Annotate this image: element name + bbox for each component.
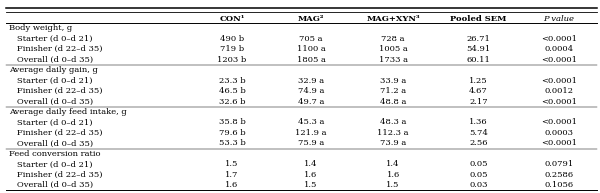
Text: Finisher (d 22–d 35): Finisher (d 22–d 35)	[9, 129, 103, 137]
Text: 1.5: 1.5	[225, 160, 239, 168]
Text: 719 b: 719 b	[220, 45, 244, 53]
Text: Body weight, g: Body weight, g	[9, 24, 72, 32]
Text: 33.9 a: 33.9 a	[380, 77, 406, 85]
Text: 1005 a: 1005 a	[379, 45, 407, 53]
Text: 121.9 a: 121.9 a	[295, 129, 327, 137]
Text: 1.6: 1.6	[386, 171, 400, 179]
Text: 1.6: 1.6	[226, 181, 239, 189]
Text: Overall (d 0–d 35): Overall (d 0–d 35)	[9, 181, 93, 189]
Text: 1.5: 1.5	[304, 181, 317, 189]
Text: 1.25: 1.25	[469, 77, 488, 85]
Text: 49.7 a: 49.7 a	[298, 97, 324, 106]
Text: 35.8 b: 35.8 b	[218, 119, 245, 126]
Text: Starter (d 0–d 21): Starter (d 0–d 21)	[9, 35, 92, 43]
Text: CON¹: CON¹	[219, 15, 245, 23]
Text: 2.56: 2.56	[469, 139, 488, 147]
Text: <0.0001: <0.0001	[541, 119, 577, 126]
Text: 4.67: 4.67	[469, 87, 488, 95]
Text: 53.3 b: 53.3 b	[218, 139, 245, 147]
Text: Overall (d 0–d 35): Overall (d 0–d 35)	[9, 97, 93, 106]
Text: 1733 a: 1733 a	[379, 56, 407, 64]
Text: 0.1056: 0.1056	[545, 181, 574, 189]
Text: 1805 a: 1805 a	[296, 56, 325, 64]
Text: Finisher (d 22–d 35): Finisher (d 22–d 35)	[9, 87, 103, 95]
Text: 0.05: 0.05	[469, 160, 488, 168]
Text: 0.0003: 0.0003	[545, 129, 574, 137]
Text: Starter (d 0–d 21): Starter (d 0–d 21)	[9, 160, 92, 168]
Text: 112.3 a: 112.3 a	[377, 129, 409, 137]
Text: Average daily feed intake, g: Average daily feed intake, g	[9, 108, 127, 116]
Text: 2.17: 2.17	[469, 97, 488, 106]
Text: Pooled SEM: Pooled SEM	[450, 15, 506, 23]
Text: MAG²: MAG²	[298, 15, 324, 23]
Text: 1203 b: 1203 b	[217, 56, 247, 64]
Text: 0.0791: 0.0791	[544, 160, 574, 168]
Text: <0.0001: <0.0001	[541, 139, 577, 147]
Text: 728 a: 728 a	[382, 35, 405, 43]
Text: 1.4: 1.4	[386, 160, 400, 168]
Text: <0.0001: <0.0001	[541, 35, 577, 43]
Text: 1.7: 1.7	[225, 171, 239, 179]
Text: 74.9 a: 74.9 a	[298, 87, 324, 95]
Text: 32.9 a: 32.9 a	[298, 77, 324, 85]
Text: Overall (d 0–d 35): Overall (d 0–d 35)	[9, 139, 93, 147]
Text: 26.71: 26.71	[467, 35, 490, 43]
Text: 1.36: 1.36	[469, 119, 488, 126]
Text: 1.5: 1.5	[386, 181, 400, 189]
Text: 490 b: 490 b	[220, 35, 244, 43]
Text: 1.4: 1.4	[304, 160, 318, 168]
Text: 0.05: 0.05	[469, 171, 488, 179]
Text: 0.0004: 0.0004	[545, 45, 574, 53]
Text: Feed conversion ratio: Feed conversion ratio	[9, 150, 101, 158]
Text: MAG+XYN³: MAG+XYN³	[367, 15, 420, 23]
Text: <0.0001: <0.0001	[541, 97, 577, 106]
Text: 46.5 b: 46.5 b	[218, 87, 245, 95]
Text: 1.6: 1.6	[304, 171, 317, 179]
Text: 0.03: 0.03	[469, 181, 488, 189]
Text: 32.6 b: 32.6 b	[219, 97, 245, 106]
Text: 73.9 a: 73.9 a	[380, 139, 406, 147]
Text: 79.6 b: 79.6 b	[218, 129, 245, 137]
Text: 45.3 a: 45.3 a	[298, 119, 324, 126]
Text: <0.0001: <0.0001	[541, 77, 577, 85]
Text: 23.3 b: 23.3 b	[218, 77, 245, 85]
Text: Average daily gain, g: Average daily gain, g	[9, 66, 98, 74]
Text: Overall (d 0–d 35): Overall (d 0–d 35)	[9, 56, 93, 64]
Text: 48.8 a: 48.8 a	[380, 97, 406, 106]
Text: 60.11: 60.11	[467, 56, 490, 64]
Text: 48.3 a: 48.3 a	[380, 119, 406, 126]
Text: 0.2586: 0.2586	[545, 171, 574, 179]
Text: Finisher (d 22–d 35): Finisher (d 22–d 35)	[9, 171, 103, 179]
Text: 0.0012: 0.0012	[545, 87, 574, 95]
Text: 1100 a: 1100 a	[296, 45, 325, 53]
Text: Starter (d 0–d 21): Starter (d 0–d 21)	[9, 77, 92, 85]
Text: Starter (d 0–d 21): Starter (d 0–d 21)	[9, 119, 92, 126]
Text: 705 a: 705 a	[299, 35, 323, 43]
Text: <0.0001: <0.0001	[541, 56, 577, 64]
Text: Finisher (d 22–d 35): Finisher (d 22–d 35)	[9, 45, 103, 53]
Text: 75.9 a: 75.9 a	[298, 139, 324, 147]
Text: 71.2 a: 71.2 a	[380, 87, 406, 95]
Text: P value: P value	[544, 15, 575, 23]
Text: 54.91: 54.91	[466, 45, 491, 53]
Text: 5.74: 5.74	[469, 129, 488, 137]
